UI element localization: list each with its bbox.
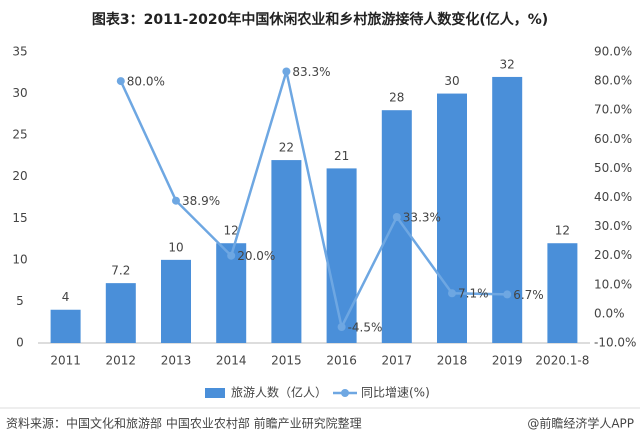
bar xyxy=(492,76,523,343)
y2-tick-label: 0.0% xyxy=(594,306,625,320)
bar xyxy=(437,93,467,343)
line-point xyxy=(282,67,291,76)
y2-tick-label: -10.0% xyxy=(594,336,636,350)
bar xyxy=(326,168,357,343)
y2-tick-label: 50.0% xyxy=(594,161,632,175)
y2-tick-label: 70.0% xyxy=(594,103,632,117)
line-label: 7.1% xyxy=(458,287,489,301)
y-tick-label: 0 xyxy=(16,336,24,350)
bar-label: 28 xyxy=(389,91,404,105)
bar-label: 21 xyxy=(334,149,349,163)
line-point xyxy=(337,322,346,331)
bar xyxy=(50,309,81,343)
y-tick-label: 5 xyxy=(16,294,24,308)
x-tick-label: 2013 xyxy=(161,354,192,368)
y-tick-label: 35 xyxy=(12,45,27,59)
chart-title: 图表3：2011-2020年中国休闲农业和乡村旅游接待人数变化(亿人，%) xyxy=(92,11,548,28)
line-point xyxy=(116,77,125,86)
y2-tick-label: 80.0% xyxy=(594,74,632,88)
x-tick-label: 2014 xyxy=(216,354,247,368)
line-point xyxy=(172,196,180,205)
line-label: -4.5% xyxy=(348,320,383,334)
y2-tick-label: 40.0% xyxy=(594,190,632,204)
y-tick-label: 10 xyxy=(12,252,27,266)
legend-label: 同比增速(%) xyxy=(361,386,430,400)
bar xyxy=(161,259,191,343)
y-tick-label: 20 xyxy=(12,169,27,183)
bar-label: 22 xyxy=(279,141,294,155)
line-point xyxy=(392,212,401,221)
y2-tick-label: 60.0% xyxy=(594,132,632,146)
bar xyxy=(381,110,412,343)
legend-swatch xyxy=(341,389,349,397)
line-point xyxy=(227,251,236,260)
x-tick-label: 2012 xyxy=(106,354,137,368)
y2-tick-label: 20.0% xyxy=(594,248,632,262)
line-label: 83.3% xyxy=(292,65,330,79)
bar-label: 30 xyxy=(444,74,459,88)
bar xyxy=(105,283,136,343)
line xyxy=(119,71,508,331)
x-tick-label: 2018 xyxy=(437,354,468,368)
line-label: 38.9% xyxy=(182,194,220,208)
x-tick-label: 2011 xyxy=(50,354,81,368)
line-label: 33.3% xyxy=(403,210,441,224)
line-point xyxy=(503,290,512,299)
x-tick-label: 2019 xyxy=(492,354,523,368)
x-tick-label: 2017 xyxy=(382,354,413,368)
bar xyxy=(216,243,247,343)
bar-label: 32 xyxy=(500,57,515,71)
y-tick-label: 25 xyxy=(12,128,27,142)
line-label: 80.0% xyxy=(127,75,165,89)
line-label: 6.7% xyxy=(513,288,544,302)
bar xyxy=(271,160,302,343)
y-tick-label: 30 xyxy=(12,86,27,100)
bar-label: 10 xyxy=(168,240,183,254)
y2-tick-label: 30.0% xyxy=(594,219,632,233)
x-tick-label: 2020.1-8 xyxy=(535,354,589,368)
source: 资料来源：中国文化和旅游部 中国农业农村部 前瞻产业研究院整理 xyxy=(6,416,362,431)
legend-swatch xyxy=(205,388,225,398)
legend-label: 旅游人数（亿人） xyxy=(231,385,327,400)
y2-tick-label: 10.0% xyxy=(594,277,632,291)
bar-label: 12 xyxy=(224,224,239,238)
credit: @前瞻经济学人APP xyxy=(527,416,634,431)
line-point xyxy=(448,289,456,298)
bar xyxy=(547,243,578,343)
y2-tick-label: 90.0% xyxy=(594,45,632,59)
x-tick-label: 2015 xyxy=(271,354,302,368)
line-label: 20.0% xyxy=(237,249,275,263)
x-tick-label: 2016 xyxy=(326,354,357,368)
bar-label: 12 xyxy=(555,224,570,238)
y-tick-label: 15 xyxy=(12,211,27,225)
bar-label: 7.2 xyxy=(111,264,130,278)
bar-label: 4 xyxy=(62,290,70,304)
